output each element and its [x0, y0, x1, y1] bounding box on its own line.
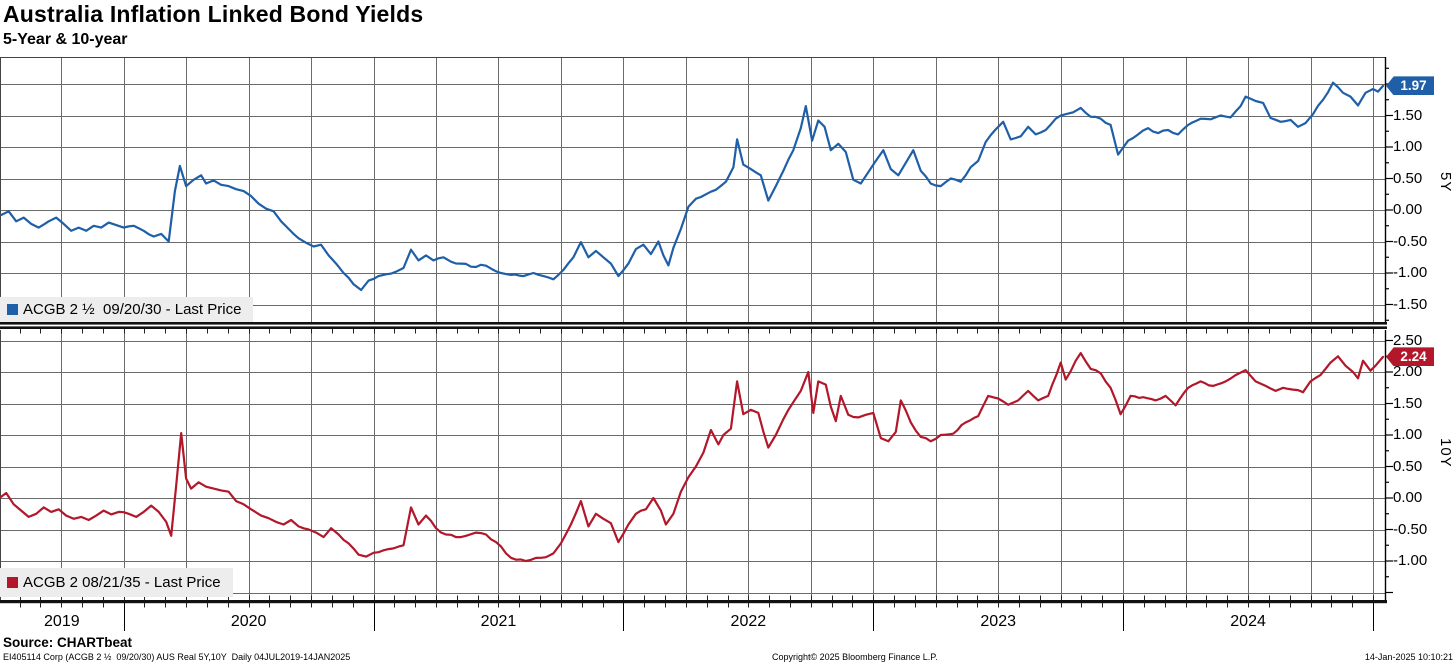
legend-label-5y: ACGB 2 ½ 09/20/30 - Last Price	[23, 301, 242, 318]
year-label: 2021	[480, 613, 517, 630]
year-label: 2019	[44, 613, 80, 630]
series-line-10y	[0, 352, 1385, 563]
legend-label-10y: ACGB 2 08/21/35 - Last Price	[23, 574, 221, 591]
year-label: 2020	[230, 613, 267, 630]
fineprint-copyright: Copyright© 2025 Bloomberg Finance L.P.	[772, 652, 938, 662]
series-line-5y	[0, 81, 1385, 292]
ytick-label: 1.50	[1393, 106, 1423, 124]
ytick-label: 0.50	[1393, 169, 1423, 187]
axis-label-5y: 5Y	[1437, 172, 1454, 193]
ytick-label: -0.50	[1393, 520, 1428, 538]
last-price-badge-10y: 2.24	[1386, 347, 1434, 367]
page-title: Australia Inflation Linked Bond Yields	[3, 1, 424, 27]
ytick-label: 0.00	[1393, 489, 1423, 506]
ytick-label: -1.50	[1393, 295, 1428, 313]
ytick-label: -1.00	[1393, 552, 1428, 569]
legend-swatch-icon	[7, 577, 18, 588]
last-price-badge-5y: 1.97	[1386, 76, 1434, 96]
ytick-label: 2.50	[1393, 331, 1423, 349]
ytick-label: -0.50	[1393, 232, 1428, 250]
legend-5y: ACGB 2 ½ 09/20/30 - Last Price	[0, 297, 254, 322]
legend-10y: ACGB 2 08/21/35 - Last Price	[0, 568, 233, 597]
ytick-label: 1.50	[1393, 394, 1423, 412]
axis-label-10y: 10Y	[1437, 438, 1454, 468]
ytick-label: 0.00	[1393, 201, 1423, 218]
ytick-label: 1.00	[1393, 138, 1423, 155]
fineprint-timestamp: 14-Jan-2025 10:10:21	[1364, 652, 1453, 662]
page-subtitle: 5-Year & 10-year	[3, 31, 128, 48]
year-label: 2024	[1230, 613, 1266, 630]
source-caption: Source: CHARTbeat	[3, 635, 133, 650]
ytick-label: 2.00	[1393, 363, 1423, 380]
fineprint-security: EI405114 Corp (ACGB 2 ½ 09/20/30) AUS Re…	[3, 652, 351, 662]
ytick-label: 0.50	[1393, 457, 1423, 475]
ytick-label: -1.00	[1393, 264, 1428, 281]
year-label: 2022	[730, 613, 767, 630]
legend-swatch-icon	[7, 304, 18, 315]
year-label: 2023	[980, 613, 1016, 630]
ytick-label: 1.00	[1393, 426, 1423, 443]
